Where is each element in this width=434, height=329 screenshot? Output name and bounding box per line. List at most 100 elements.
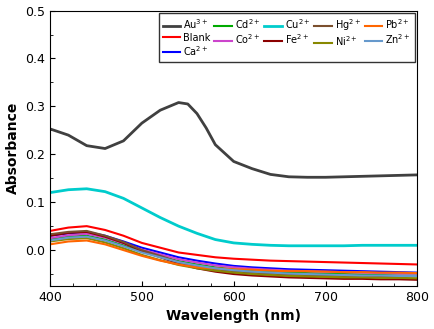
Au$^{3+}$	[377, 174, 382, 178]
Hg$^{2+}$	[414, 274, 419, 278]
Cu$^{2+}$	[286, 244, 291, 248]
Ni$^{2+}$	[47, 240, 53, 243]
Pb$^{2+}$	[304, 269, 309, 273]
Cd$^{2+}$	[249, 269, 254, 273]
Co$^{2+}$	[139, 248, 144, 252]
Cu$^{2+}$	[157, 215, 162, 219]
Ca$^{2+}$	[414, 271, 419, 275]
Fe$^{2+}$	[121, 241, 126, 245]
Ni$^{2+}$	[121, 246, 126, 250]
Cu$^{2+}$	[230, 241, 236, 245]
Co$^{2+}$	[286, 269, 291, 273]
Ca$^{2+}$	[66, 231, 71, 235]
Cu$^{2+}$	[322, 244, 327, 248]
Co$^{2+}$	[304, 269, 309, 273]
Au$^{3+}$	[249, 167, 254, 171]
Cd$^{2+}$	[230, 267, 236, 271]
Line: Cd$^{2+}$: Cd$^{2+}$	[50, 236, 417, 275]
Line: Cu$^{2+}$: Cu$^{2+}$	[50, 189, 417, 246]
Pb$^{2+}$	[286, 269, 291, 273]
Ni$^{2+}$	[249, 272, 254, 276]
Zn$^{2+}$	[249, 270, 254, 274]
Co$^{2+}$	[414, 272, 419, 276]
Co$^{2+}$	[84, 232, 89, 236]
Cu$^{2+}$	[66, 188, 71, 192]
X-axis label: Wavelength (nm): Wavelength (nm)	[166, 310, 300, 323]
Hg$^{2+}$	[267, 272, 273, 276]
Au$^{3+}$	[322, 175, 327, 179]
Hg$^{2+}$	[84, 229, 89, 233]
Pb$^{2+}$	[341, 270, 346, 274]
Cd$^{2+}$	[66, 235, 71, 239]
Blank	[212, 255, 217, 259]
Line: Ca$^{2+}$: Ca$^{2+}$	[50, 232, 417, 273]
Fe$^{2+}$	[359, 277, 364, 281]
Blank	[359, 261, 364, 265]
Hg$^{2+}$	[304, 273, 309, 277]
Blank	[84, 224, 89, 228]
Blank	[139, 241, 144, 245]
Cu$^{2+}$	[121, 196, 126, 200]
Cu$^{2+}$	[341, 244, 346, 248]
Zn$^{2+}$	[267, 271, 273, 275]
Hg$^{2+}$	[102, 234, 108, 238]
Fe$^{2+}$	[212, 270, 217, 274]
Zn$^{2+}$	[377, 273, 382, 277]
Pb$^{2+}$	[377, 271, 382, 275]
Fe$^{2+}$	[47, 234, 53, 238]
Ca$^{2+}$	[121, 240, 126, 243]
Cd$^{2+}$	[359, 272, 364, 276]
Zn$^{2+}$	[84, 235, 89, 239]
Ni$^{2+}$	[359, 275, 364, 279]
Ca$^{2+}$	[176, 255, 181, 259]
Au$^{3+}$	[341, 175, 346, 179]
Ni$^{2+}$	[322, 275, 327, 279]
Zn$^{2+}$	[176, 260, 181, 264]
Blank	[230, 257, 236, 261]
Hg$^{2+}$	[249, 271, 254, 275]
Hg$^{2+}$	[286, 272, 291, 276]
Au$^{3+}$	[194, 112, 199, 115]
Ca$^{2+}$	[194, 259, 199, 263]
Zn$^{2+}$	[414, 274, 419, 278]
Pb$^{2+}$	[102, 242, 108, 246]
Fe$^{2+}$	[286, 275, 291, 279]
Blank	[121, 234, 126, 238]
Hg$^{2+}$	[359, 274, 364, 278]
Cd$^{2+}$	[304, 271, 309, 275]
Cd$^{2+}$	[139, 250, 144, 254]
Zn$^{2+}$	[102, 239, 108, 242]
Blank	[176, 250, 181, 254]
Blank	[102, 228, 108, 232]
Co$^{2+}$	[194, 261, 199, 265]
Cd$^{2+}$	[157, 254, 162, 258]
Blank	[395, 262, 401, 266]
Au$^{3+}$	[203, 126, 208, 130]
Ca$^{2+}$	[286, 267, 291, 271]
Cu$^{2+}$	[359, 243, 364, 247]
Fe$^{2+}$	[230, 272, 236, 276]
Blank	[66, 226, 71, 230]
Cu$^{2+}$	[304, 244, 309, 248]
Cu$^{2+}$	[194, 231, 199, 235]
Cu$^{2+}$	[176, 224, 181, 228]
Cd$^{2+}$	[267, 270, 273, 274]
Ca$^{2+}$	[377, 270, 382, 274]
Cd$^{2+}$	[286, 271, 291, 275]
Blank	[157, 246, 162, 250]
Zn$^{2+}$	[395, 274, 401, 278]
Line: Co$^{2+}$: Co$^{2+}$	[50, 234, 417, 274]
Ni$^{2+}$	[66, 237, 71, 241]
Co$^{2+}$	[322, 270, 327, 274]
Zn$^{2+}$	[304, 272, 309, 276]
Au$^{3+}$	[395, 173, 401, 177]
Co$^{2+}$	[47, 236, 53, 240]
Co$^{2+}$	[395, 272, 401, 276]
Fe$^{2+}$	[84, 230, 89, 234]
Ca$^{2+}$	[341, 269, 346, 273]
Hg$^{2+}$	[176, 260, 181, 264]
Pb$^{2+}$	[359, 270, 364, 274]
Hg$^{2+}$	[139, 248, 144, 252]
Line: Hg$^{2+}$: Hg$^{2+}$	[50, 231, 417, 276]
Zn$^{2+}$	[66, 236, 71, 240]
